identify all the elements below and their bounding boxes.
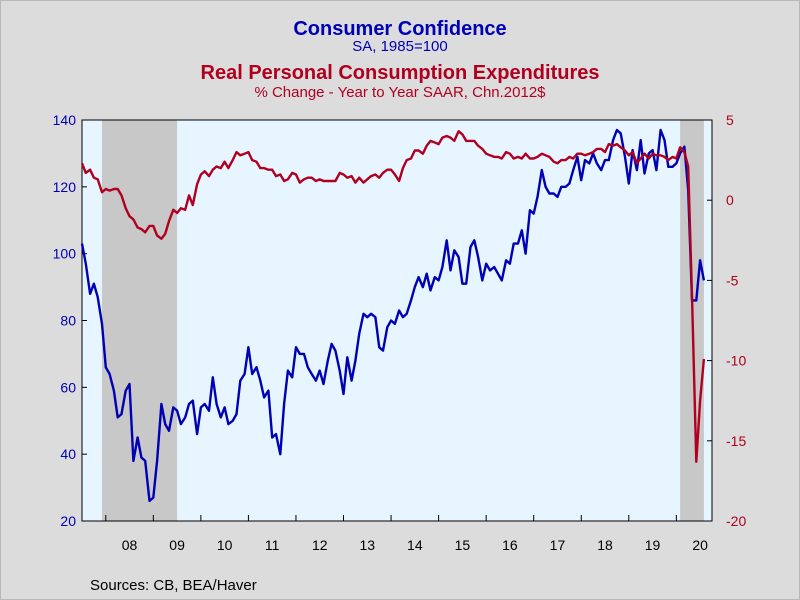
x-axis-tick-label: 20 xyxy=(692,537,708,553)
left-axis-tick-label: 140 xyxy=(53,112,77,128)
series-line-pce xyxy=(80,129,706,463)
left-axis-tick-label: 100 xyxy=(53,246,77,262)
sources-note: Sources: CB, BEA/Haver xyxy=(90,577,257,594)
x-axis-tick-label: 19 xyxy=(645,537,661,553)
x-axis-tick-label: 16 xyxy=(502,537,518,553)
right-axis-tick-label: 0 xyxy=(726,192,734,208)
left-axis-tick-label: 20 xyxy=(60,513,76,529)
right-axis-tick-label: -15 xyxy=(726,433,746,449)
left-axis-tick-label: 40 xyxy=(60,446,76,462)
chart-subtitle-consumer-confidence: SA, 1985=100 xyxy=(352,38,448,55)
x-axis-tick-label: 17 xyxy=(550,537,566,553)
x-axis-tick-label: 12 xyxy=(312,537,328,553)
left-axis-tick-label: 120 xyxy=(53,179,77,195)
chart-subtitle-pce: % Change - Year to Year SAAR, Chn.2012$ xyxy=(254,84,546,101)
x-axis-tick-label: 09 xyxy=(169,537,185,553)
right-axis-tick-label: 5 xyxy=(726,112,734,128)
right-axis-tick-label: -5 xyxy=(726,272,739,288)
x-axis-tick-label: 11 xyxy=(265,537,280,553)
x-axis-tick-label: 10 xyxy=(217,537,233,553)
x-axis-tick-label: 13 xyxy=(359,537,375,553)
x-axis-tick-label: 08 xyxy=(122,537,138,553)
right-axis-tick-label: -10 xyxy=(726,353,746,369)
series-line-consumer-confidence xyxy=(80,128,706,503)
x-axis-tick-label: 15 xyxy=(455,537,471,553)
left-axis-tick-label: 80 xyxy=(60,313,76,329)
chart-title-pce: Real Personal Consumption Expenditures xyxy=(200,62,600,84)
chart-title-consumer-confidence: Consumer Confidence xyxy=(293,18,507,40)
left-axis-tick-label: 60 xyxy=(60,379,76,395)
right-axis-tick-label: -20 xyxy=(726,513,746,529)
x-axis-tick-label: 14 xyxy=(407,537,423,553)
recession-band-1 xyxy=(101,120,178,521)
x-axis-tick-label: 18 xyxy=(597,537,613,553)
